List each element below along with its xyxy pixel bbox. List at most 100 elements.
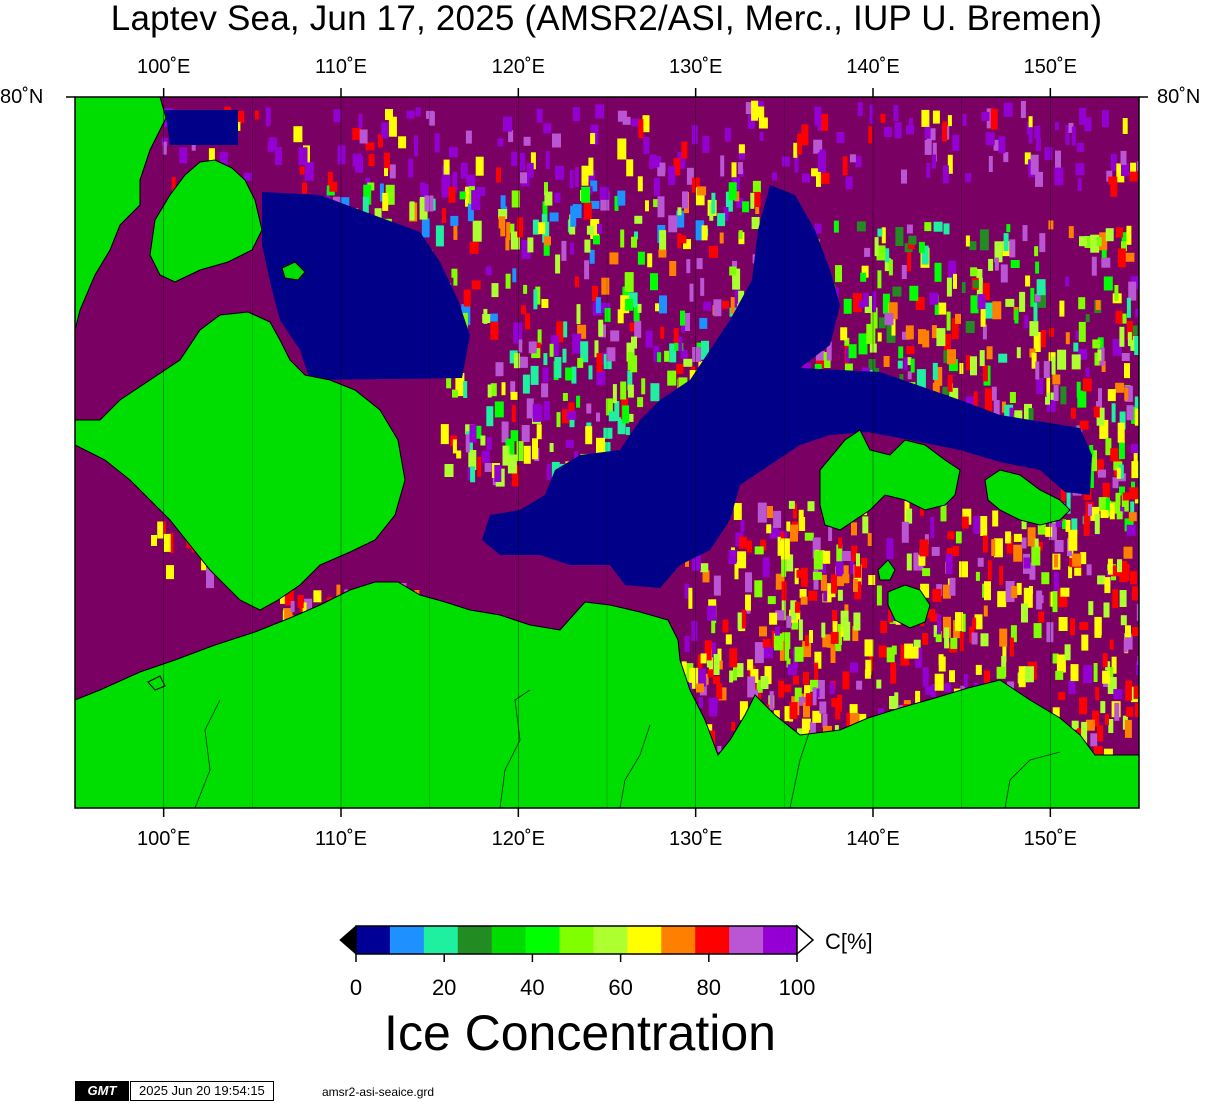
ice-cell bbox=[1058, 692, 1066, 701]
ice-cell bbox=[830, 646, 836, 663]
ice-cell bbox=[533, 289, 538, 310]
ice-cell bbox=[162, 141, 167, 155]
ice-cell bbox=[906, 346, 915, 354]
ice-cell bbox=[157, 521, 164, 539]
ice-cell bbox=[848, 344, 857, 359]
ice-cell bbox=[1034, 293, 1041, 302]
ice-cell bbox=[653, 177, 660, 196]
ice-cell bbox=[801, 124, 809, 146]
ice-cell bbox=[596, 353, 603, 373]
ice-cell bbox=[856, 221, 866, 232]
ice-cell bbox=[961, 613, 966, 632]
ice-cell bbox=[678, 336, 683, 352]
ice-cell bbox=[703, 301, 712, 311]
ice-cell bbox=[986, 108, 993, 129]
ice-cell bbox=[502, 445, 510, 466]
ice-cell bbox=[420, 184, 429, 202]
ice-cell bbox=[1043, 361, 1050, 378]
ice-cell bbox=[943, 616, 951, 638]
ice-cell bbox=[673, 328, 679, 350]
ice-cell bbox=[981, 111, 990, 121]
ice-cell bbox=[868, 359, 876, 370]
ice-cell bbox=[800, 596, 808, 605]
ice-cell bbox=[1116, 467, 1121, 479]
ice-cell bbox=[888, 609, 894, 623]
ice-cell bbox=[769, 525, 779, 539]
ice-cell bbox=[554, 357, 562, 378]
ice-cell bbox=[676, 210, 685, 228]
ice-cell bbox=[1118, 464, 1124, 479]
ice-cell bbox=[816, 171, 821, 187]
ice-cell bbox=[544, 236, 551, 246]
ice-cell bbox=[645, 330, 653, 348]
ice-cell bbox=[973, 515, 981, 534]
ice-cell bbox=[1055, 516, 1062, 528]
ice-cell bbox=[922, 568, 931, 577]
ice-cell bbox=[1073, 342, 1079, 352]
ice-cell bbox=[965, 173, 972, 183]
ice-cell bbox=[1115, 310, 1123, 324]
ice-cell bbox=[1120, 563, 1130, 581]
ice-cell bbox=[778, 680, 785, 698]
ice-cell bbox=[208, 148, 215, 168]
ice-cell bbox=[574, 276, 579, 288]
ice-cell bbox=[625, 427, 630, 435]
ice-cell bbox=[901, 521, 909, 543]
ice-cell bbox=[781, 684, 791, 693]
ice-cell bbox=[365, 142, 375, 151]
ice-cell bbox=[851, 545, 858, 562]
ice-cell bbox=[398, 136, 407, 149]
ice-cell bbox=[384, 168, 388, 177]
ice-cell bbox=[932, 382, 940, 395]
ice-cell bbox=[1110, 565, 1120, 577]
ice-cell bbox=[1046, 399, 1056, 412]
ice-cell bbox=[543, 353, 548, 366]
ice-cell bbox=[527, 237, 534, 253]
ice-cell bbox=[1033, 623, 1042, 639]
ice-cell bbox=[947, 115, 952, 127]
ice-cell bbox=[1058, 588, 1068, 608]
ice-cell bbox=[985, 132, 995, 146]
colorbar-segment bbox=[559, 926, 594, 954]
ice-cell bbox=[681, 141, 688, 159]
ice-cell bbox=[683, 239, 691, 250]
ice-cell bbox=[982, 283, 990, 300]
ice-cell bbox=[501, 382, 506, 396]
ice-cell bbox=[1131, 461, 1139, 479]
land-lyakhovsky-island bbox=[887, 584, 931, 629]
ice-cell bbox=[169, 533, 174, 554]
ice-cell bbox=[883, 356, 890, 367]
ice-cell bbox=[1111, 403, 1116, 423]
ice-cell bbox=[1001, 401, 1006, 413]
ice-cell bbox=[1120, 150, 1127, 165]
ice-cell bbox=[448, 186, 456, 203]
ice-cell bbox=[937, 302, 947, 315]
ice-cell bbox=[1105, 438, 1112, 456]
ice-cell bbox=[1133, 685, 1139, 699]
ice-cell bbox=[799, 589, 807, 598]
ice-cell bbox=[861, 558, 867, 568]
ice-cell bbox=[480, 435, 486, 446]
ice-cell bbox=[1096, 407, 1105, 426]
ice-cell bbox=[992, 301, 1002, 320]
ice-cell bbox=[1085, 719, 1095, 731]
ice-cell bbox=[794, 646, 804, 662]
ice-cell bbox=[434, 133, 440, 153]
ice-cell bbox=[1013, 544, 1023, 562]
ice-cell bbox=[944, 683, 952, 693]
ice-cell bbox=[723, 207, 729, 221]
ice-cell bbox=[961, 282, 966, 293]
ice-cell bbox=[823, 550, 831, 564]
ice-cell bbox=[509, 350, 518, 364]
ice-cell bbox=[456, 450, 462, 459]
ice-cell bbox=[1115, 382, 1125, 393]
ice-cell bbox=[1105, 228, 1114, 242]
ice-cell bbox=[1006, 535, 1013, 554]
ice-cell bbox=[1065, 519, 1071, 532]
ice-cell bbox=[658, 249, 667, 258]
ice-cell bbox=[886, 647, 895, 663]
ice-cell bbox=[942, 165, 949, 184]
ice-cell bbox=[760, 676, 769, 689]
ice-cell bbox=[608, 411, 616, 422]
ice-cell bbox=[500, 195, 506, 209]
